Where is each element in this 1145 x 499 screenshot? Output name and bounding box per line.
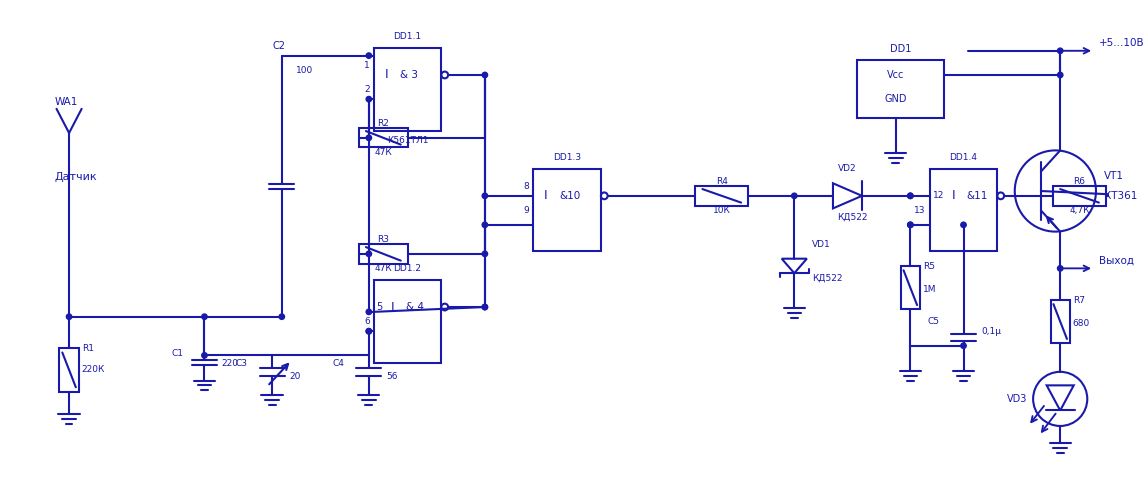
Text: Ι: Ι [392,300,395,313]
Text: Ι: Ι [951,189,956,202]
Text: Vcc: Vcc [887,70,905,80]
Circle shape [908,193,913,199]
Text: Ι: Ι [385,68,388,81]
Circle shape [366,328,371,334]
Text: К561ТЛ1: К561ТЛ1 [387,136,428,145]
Text: 220: 220 [221,359,238,368]
Bar [360,128,408,148]
Text: Выход: Выход [1099,255,1134,265]
Circle shape [366,53,371,58]
Circle shape [1058,265,1063,271]
Bar [1053,186,1106,206]
Text: 100: 100 [297,66,314,75]
Text: 10К: 10К [713,206,731,215]
Circle shape [366,251,371,256]
Text: VT1: VT1 [1104,172,1123,182]
Text: 47К: 47К [374,264,393,273]
Text: R6: R6 [1074,177,1085,186]
Text: 5: 5 [377,302,382,312]
Text: C3: C3 [236,359,248,368]
Text: 4,7К: 4,7К [1069,206,1090,215]
Text: WA1: WA1 [55,97,78,107]
Text: R5: R5 [923,262,935,271]
Circle shape [279,314,284,319]
Bar [858,60,945,118]
Text: 8: 8 [523,182,529,191]
Text: 20: 20 [290,372,301,381]
Circle shape [908,222,913,228]
Text: DD1: DD1 [890,44,911,54]
Circle shape [908,193,913,199]
Text: 2: 2 [364,85,370,94]
Text: R3: R3 [378,235,389,244]
Text: 47К: 47К [374,148,393,157]
Circle shape [202,353,207,358]
Text: КД522: КД522 [837,213,868,222]
Circle shape [66,314,72,319]
Text: DD1.3: DD1.3 [553,153,582,162]
Text: 12: 12 [932,191,943,200]
Text: C4: C4 [333,359,345,368]
Text: &10: &10 [559,191,581,201]
Circle shape [482,72,488,78]
Text: VD2: VD2 [838,164,856,173]
Text: Датчик: Датчик [55,172,97,182]
Bar [360,244,408,263]
Bar [534,169,601,251]
Text: 1: 1 [364,61,370,70]
Text: 6: 6 [364,317,370,326]
Text: R7: R7 [1073,296,1084,305]
Text: C1: C1 [171,349,183,358]
Text: R2: R2 [378,119,389,128]
Text: 0,1μ: 0,1μ [981,327,1001,336]
Circle shape [482,193,488,199]
Text: VD3: VD3 [1006,394,1027,404]
Text: DD1.4: DD1.4 [949,153,978,162]
Text: R4: R4 [716,177,728,186]
Bar [1050,300,1069,343]
Circle shape [961,222,966,228]
Circle shape [791,193,797,199]
Bar [901,266,919,309]
Circle shape [1058,48,1063,53]
Circle shape [366,135,371,141]
Text: C5: C5 [927,317,939,326]
Text: 220К: 220К [81,365,105,374]
Text: DD1.1: DD1.1 [394,32,421,41]
Circle shape [961,343,966,348]
Text: GND: GND [885,94,907,104]
Circle shape [482,304,488,310]
Bar [373,280,441,363]
Text: КТ361: КТ361 [1104,191,1137,201]
Text: & 3: & 3 [400,70,418,80]
Text: DD1.2: DD1.2 [394,264,421,273]
Text: КД522: КД522 [812,273,843,282]
Text: +5...10В: +5...10В [1099,38,1145,48]
Text: 9: 9 [523,206,529,215]
Circle shape [202,314,207,319]
Text: C2: C2 [273,41,285,51]
Circle shape [1058,72,1063,78]
Circle shape [908,222,913,228]
Circle shape [366,328,371,334]
Text: R1: R1 [81,344,94,353]
Circle shape [482,222,488,228]
Text: 13: 13 [915,206,926,215]
Text: Ι: Ι [544,189,547,202]
Text: 1М: 1М [923,285,937,294]
Bar [373,48,441,131]
Circle shape [482,251,488,256]
Text: 56: 56 [386,372,397,381]
Bar [60,348,79,392]
Circle shape [366,309,371,314]
Text: &11: &11 [966,191,988,201]
Text: 680: 680 [1073,319,1090,328]
Bar [930,169,997,251]
Text: VD1: VD1 [812,240,830,249]
Text: & 4: & 4 [405,302,424,312]
Circle shape [482,304,488,310]
Circle shape [366,96,371,102]
Bar [695,186,749,206]
